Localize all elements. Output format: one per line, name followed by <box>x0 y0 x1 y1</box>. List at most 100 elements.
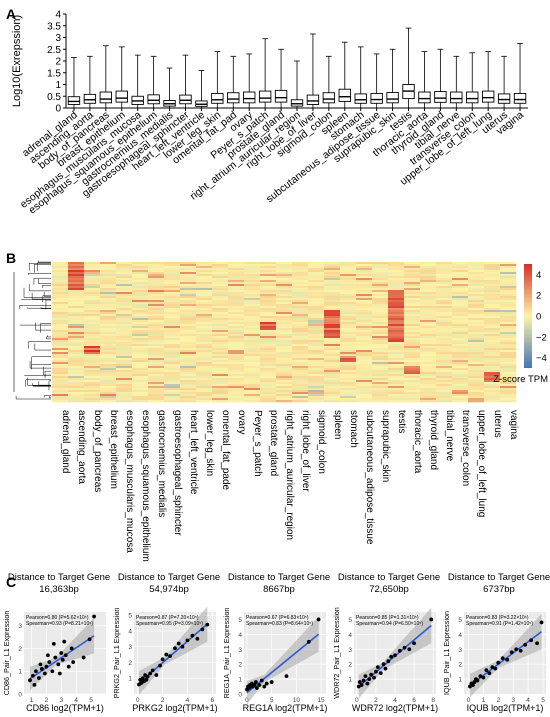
heatmap-cell <box>468 388 485 391</box>
heatmap-cell <box>436 272 453 275</box>
heatmap-cell <box>468 310 485 313</box>
heatmap-cell <box>180 286 197 289</box>
heatmap-cell <box>276 388 293 391</box>
heatmap-cell <box>212 392 229 395</box>
heatmap-cell <box>356 350 373 353</box>
heatmap-cell <box>68 294 85 297</box>
heatmap-cell <box>164 286 181 289</box>
heatmap-cell <box>100 350 117 353</box>
heatmap-cell <box>84 270 101 273</box>
pearson-stat: Pearson=0.80 (P=5.62×10⁵) <box>26 615 89 621</box>
heatmap-cell <box>484 274 501 277</box>
heatmap-cell <box>500 358 517 361</box>
heatmap-cell <box>340 266 357 269</box>
heatmap-cell <box>100 266 117 269</box>
heatmap-cell <box>132 292 149 295</box>
heatmap-cell <box>468 294 485 297</box>
heatmap-cell <box>324 386 341 389</box>
heatmap-cell <box>452 348 469 351</box>
column-label: sigmoid_colon <box>316 410 327 474</box>
heatmap-cell <box>196 308 213 311</box>
heatmap-cell <box>228 298 245 301</box>
heatmap-cell <box>308 264 325 267</box>
box <box>83 93 97 104</box>
heatmap-cell <box>436 304 453 307</box>
heatmap-cell <box>196 372 213 375</box>
heatmap-cell <box>52 362 69 365</box>
heatmap-cell <box>52 370 69 373</box>
heatmap-cell <box>324 324 341 327</box>
heatmap-cell <box>228 338 245 341</box>
heatmap-cell <box>228 296 245 299</box>
heatmap-cell <box>420 374 437 377</box>
heatmap-cell <box>68 284 85 287</box>
heatmap-cell <box>116 332 133 335</box>
heatmap-cell <box>356 334 373 337</box>
heatmap-cell <box>484 298 501 301</box>
heatmap-cell <box>452 358 469 361</box>
heatmap-cell <box>372 286 389 289</box>
heatmap-cell <box>244 350 261 353</box>
heatmap-cell <box>372 390 389 393</box>
heatmap-cell <box>260 274 277 277</box>
heatmap-cell <box>436 280 453 283</box>
heatmap-cell <box>148 328 165 331</box>
heatmap-cell <box>116 360 133 363</box>
heatmap-cell <box>52 340 69 343</box>
heatmap-cell <box>100 334 117 337</box>
heatmap-cell <box>404 280 421 283</box>
heatmap-cell <box>308 288 325 291</box>
heatmap-cell <box>388 336 405 339</box>
heatmap-cell <box>68 288 85 291</box>
heatmap-cell <box>452 370 469 373</box>
heatmap-cell <box>196 322 213 325</box>
heatmap-cell <box>468 396 485 399</box>
heatmap-cell <box>484 330 501 333</box>
heatmap-cell <box>116 370 133 373</box>
heatmap-cell <box>212 270 229 273</box>
heatmap-cell <box>372 382 389 385</box>
heatmap-cell <box>148 334 165 337</box>
heatmap-cell <box>484 282 501 285</box>
heatmap-cell <box>484 316 501 319</box>
heatmap-cell <box>84 292 101 295</box>
heatmap-cell <box>484 318 501 321</box>
heatmap-cell <box>308 262 325 265</box>
heatmap-cell <box>52 304 69 307</box>
heatmap-cell <box>100 276 117 279</box>
heatmap-cell <box>244 308 261 311</box>
heatmap-cell <box>308 274 325 277</box>
heatmap-cell <box>340 310 357 313</box>
heatmap-cell <box>212 264 229 267</box>
heatmap-cell <box>404 284 421 287</box>
heatmap-cell <box>132 284 149 287</box>
heatmap-cell <box>52 298 69 301</box>
x-axis-label: IQUB log2(TPM+1) <box>467 703 544 713</box>
heatmap-cell <box>68 334 85 337</box>
heatmap-cell <box>212 318 229 321</box>
heatmap-cell <box>404 372 421 375</box>
heatmap-cell <box>244 356 261 359</box>
heatmap-cell <box>276 322 293 325</box>
heatmap-cell <box>292 298 309 301</box>
data-point <box>386 659 391 664</box>
heatmap-cell <box>308 306 325 309</box>
heatmap-cell <box>324 356 341 359</box>
heatmap-cell <box>196 354 213 357</box>
heatmap-cell <box>468 304 485 307</box>
heatmap-cell <box>388 310 405 313</box>
heatmap-cell <box>276 280 293 283</box>
heatmap-cell <box>212 274 229 277</box>
heatmap-cell <box>468 380 485 383</box>
heatmap-cell <box>340 400 357 403</box>
box <box>147 94 160 105</box>
heatmap-cell <box>436 290 453 293</box>
heatmap-cell <box>132 374 149 377</box>
heatmap-cell <box>84 336 101 339</box>
heatmap-cell <box>164 292 181 295</box>
heatmap-cell <box>116 286 133 289</box>
heatmap-cell <box>100 300 117 303</box>
x-tick-label: 10 <box>293 697 301 704</box>
heatmap-cell <box>372 288 389 291</box>
heatmap-cell <box>116 268 133 271</box>
